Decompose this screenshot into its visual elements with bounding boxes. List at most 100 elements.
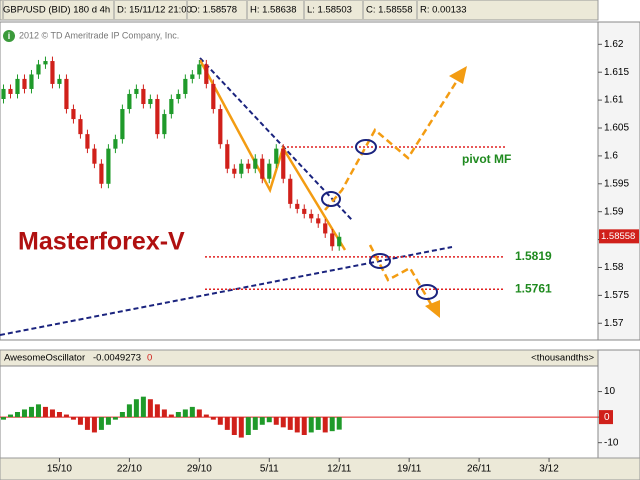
candle-body bbox=[50, 61, 55, 84]
osc-bar bbox=[280, 417, 286, 428]
osc-bar bbox=[119, 412, 125, 418]
last-price-label: 1.58558 bbox=[601, 231, 635, 242]
osc-bar bbox=[112, 417, 118, 420]
candle-body bbox=[211, 83, 216, 110]
candle-body bbox=[190, 74, 195, 79]
candle-body bbox=[22, 78, 27, 89]
header-field: R: 0.00133 bbox=[420, 5, 466, 16]
osc-bar bbox=[259, 417, 265, 425]
osc-bar bbox=[140, 396, 146, 418]
candle-body bbox=[57, 78, 62, 84]
time-axis bbox=[0, 457, 640, 480]
wave-lines bbox=[198, 59, 347, 251]
osc-axis bbox=[597, 349, 640, 459]
zero-box bbox=[599, 410, 613, 425]
candle-body bbox=[204, 64, 209, 84]
osc-bar bbox=[294, 417, 300, 433]
osc-bar bbox=[217, 417, 223, 425]
candle-body bbox=[162, 114, 167, 135]
osc-bar bbox=[182, 409, 188, 418]
x-tick-label: 22/10 bbox=[117, 464, 142, 475]
ellipse-marker bbox=[355, 139, 377, 155]
header-field: D: 15/11/12 21:00 bbox=[117, 5, 192, 16]
candle-body bbox=[316, 218, 321, 224]
header-field: L: 1.58503 bbox=[307, 5, 352, 16]
x-tick-label: 15/10 bbox=[47, 464, 72, 475]
candle-body bbox=[64, 78, 69, 110]
header-field: GBP/USD (BID) 180 d 4h bbox=[3, 5, 110, 16]
candle-body bbox=[260, 158, 265, 179]
candle-body bbox=[113, 139, 118, 149]
osc-bar bbox=[329, 417, 335, 432]
y-tick-label: 1.6 bbox=[604, 151, 618, 162]
osc-bar bbox=[315, 417, 321, 430]
level-label: 1.5819 bbox=[515, 249, 552, 263]
osc-units: <thousandths> bbox=[531, 353, 594, 364]
osc-bar bbox=[273, 417, 279, 425]
osc-name: AwesomeOscillator bbox=[4, 353, 85, 364]
osc-bar bbox=[14, 412, 20, 418]
copyright: 2012 © TD Ameritrade IP Company, Inc. bbox=[19, 30, 179, 40]
candle-body bbox=[134, 88, 139, 94]
osc-bar bbox=[245, 417, 251, 435]
support-trendline bbox=[0, 246, 453, 336]
candle-body bbox=[330, 233, 335, 247]
candle-body bbox=[183, 78, 188, 94]
y-tick-label: 1.595 bbox=[604, 178, 629, 189]
osc-bar bbox=[63, 414, 69, 418]
last-price-box bbox=[599, 229, 639, 244]
header-field: O: 1.58578 bbox=[190, 5, 237, 16]
level-label: 1.5761 bbox=[515, 281, 552, 295]
osc-frame bbox=[0, 365, 599, 459]
candle-body bbox=[246, 163, 251, 169]
watermark: Masterforex-V bbox=[18, 228, 185, 256]
osc-bar bbox=[42, 406, 48, 418]
info-icon[interactable] bbox=[3, 30, 15, 42]
x-tick-label: 19/11 bbox=[397, 464, 422, 475]
osc-bar bbox=[252, 417, 258, 430]
plot-frame bbox=[0, 21, 599, 341]
x-tick-label: 5/11 bbox=[260, 464, 279, 475]
candle-body bbox=[309, 213, 314, 219]
osc-bar bbox=[35, 404, 41, 418]
osc-bar bbox=[0, 417, 6, 420]
ellipse-marker bbox=[321, 191, 341, 207]
candle-body bbox=[92, 148, 97, 164]
candle-body bbox=[239, 163, 244, 174]
osc-bar bbox=[336, 417, 342, 430]
y-tick-label: 1.575 bbox=[604, 290, 629, 301]
osc-bar bbox=[70, 417, 76, 420]
candle-body bbox=[274, 148, 279, 164]
x-tick-label: 26/11 bbox=[467, 464, 492, 475]
candle-body bbox=[302, 208, 307, 214]
candle-body bbox=[225, 144, 230, 169]
y-tick-label: 1.62 bbox=[604, 39, 624, 50]
header-field: H: 1.58638 bbox=[250, 5, 296, 16]
y-tick-label: 1.58 bbox=[604, 262, 624, 273]
osc-bar bbox=[175, 412, 181, 418]
osc-bar bbox=[21, 409, 27, 418]
osc-bar bbox=[126, 404, 132, 418]
candle-body bbox=[120, 109, 125, 140]
osc-header bbox=[0, 349, 599, 367]
bull-scenario bbox=[324, 75, 462, 211]
osc-bar bbox=[308, 417, 314, 433]
osc-bar bbox=[154, 404, 160, 418]
candle-body bbox=[127, 93, 132, 110]
osc-bar bbox=[56, 412, 62, 418]
osc-bar bbox=[91, 417, 97, 433]
candle-body bbox=[141, 88, 146, 105]
osc-bar bbox=[84, 417, 90, 430]
candle-body bbox=[148, 98, 153, 105]
candle-body bbox=[15, 78, 20, 94]
header-bar bbox=[0, 0, 599, 21]
osc-value: -0.0049273 bbox=[93, 353, 141, 364]
candle-body bbox=[337, 236, 342, 247]
osc-bar bbox=[301, 417, 307, 435]
candle-body bbox=[1, 88, 6, 99]
osc-bar bbox=[231, 417, 237, 435]
osc-bar bbox=[161, 409, 167, 418]
x-tick-label: 12/11 bbox=[327, 464, 352, 475]
ellipse-marker bbox=[416, 284, 438, 300]
